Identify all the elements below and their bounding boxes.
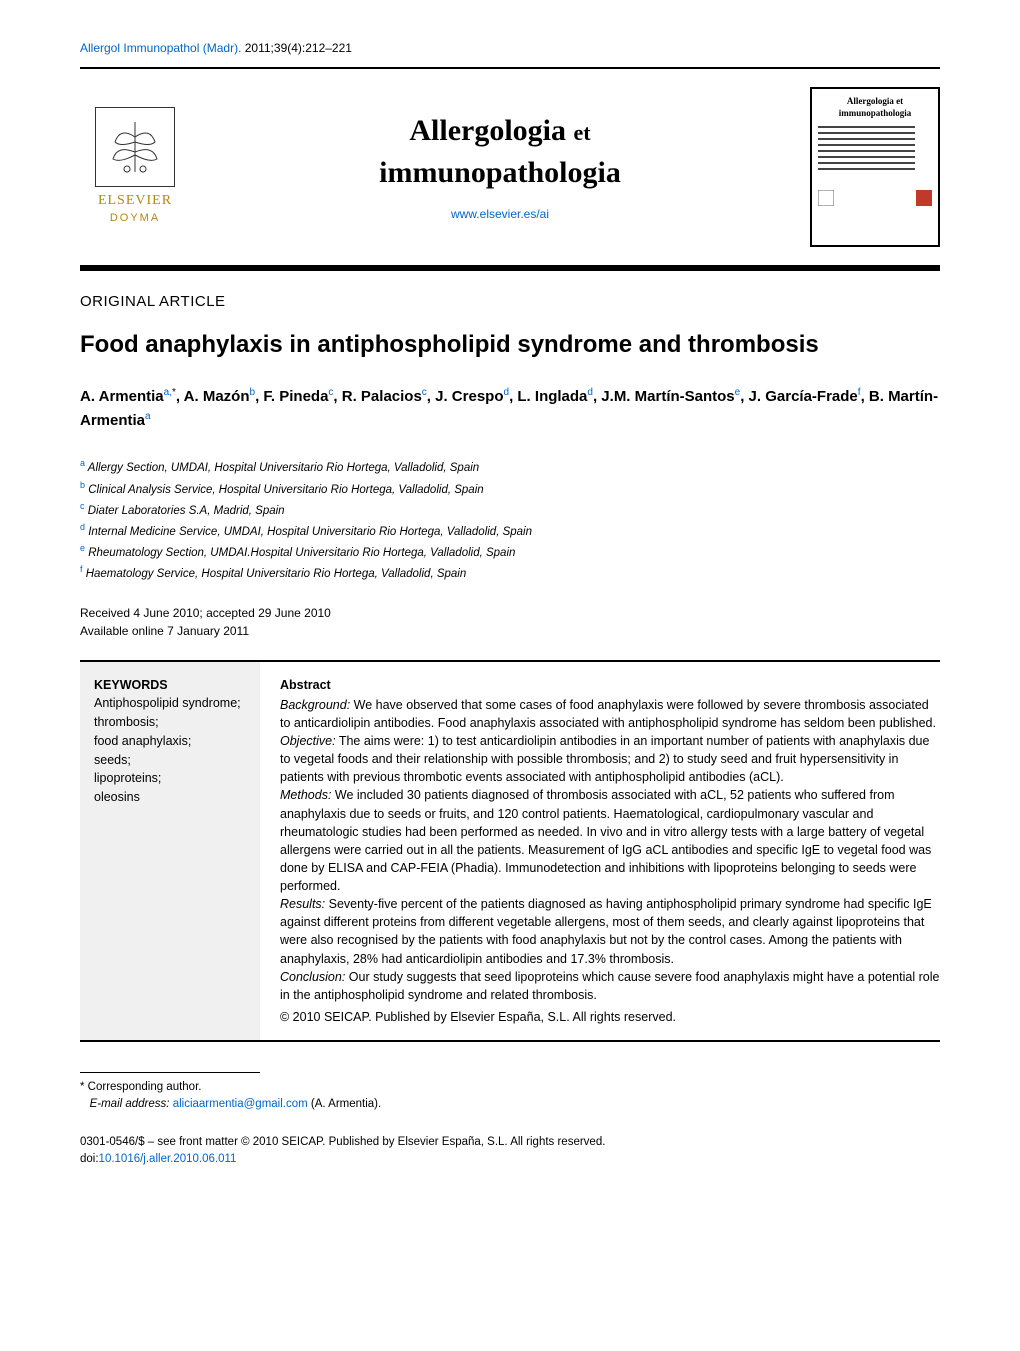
- abstract-copyright: © 2010 SEICAP. Published by Elsevier Esp…: [280, 1008, 940, 1026]
- methods-label: Methods:: [280, 788, 331, 802]
- affiliations-list: a Allergy Section, UMDAI, Hospital Unive…: [80, 456, 940, 583]
- journal-cover-thumb: Allergologia et immunopathologia: [810, 87, 940, 247]
- journal-title-line1: Allergologia et: [190, 110, 810, 152]
- article-title: Food anaphylaxis in antiphospholipid syn…: [80, 328, 940, 362]
- affiliation-line: b Clinical Analysis Service, Hospital Un…: [80, 478, 940, 499]
- abstract-column: Abstract Background: We have observed th…: [260, 662, 940, 1040]
- affiliation-line: a Allergy Section, UMDAI, Hospital Unive…: [80, 456, 940, 477]
- citation-journal[interactable]: Allergol Immunopathol (Madr).: [80, 41, 241, 55]
- journal-word-1: Allergologia: [409, 114, 566, 147]
- citation-line: Allergol Immunopathol (Madr). 2011;39(4)…: [80, 40, 940, 57]
- conclusion-label: Conclusion:: [280, 970, 345, 984]
- corresponding-author: * Corresponding author. E-mail address: …: [80, 1079, 940, 1114]
- available-online: Available online 7 January 2011: [80, 622, 940, 640]
- authors-list: A. Armentiaa,*, A. Mazónb, F. Pinedac, R…: [80, 385, 940, 432]
- methods-text: We included 30 patients diagnosed of thr…: [280, 788, 931, 893]
- article-dates: Received 4 June 2010; accepted 29 June 2…: [80, 604, 940, 640]
- publisher-name-top: ELSEVIER: [98, 191, 172, 211]
- affiliation-line: d Internal Medicine Service, UMDAI, Hosp…: [80, 520, 940, 541]
- cover-footer: [818, 190, 932, 206]
- abstract-box: KEYWORDS Antiphospolipid syndrome;thromb…: [80, 660, 940, 1042]
- keywords-column: KEYWORDS Antiphospolipid syndrome;thromb…: [80, 662, 260, 1040]
- abstract-background: Background: We have observed that some c…: [280, 696, 940, 732]
- journal-word-et: et: [574, 120, 591, 145]
- email-label: E-mail address:: [90, 1098, 170, 1110]
- journal-title-block: Allergologia et immunopathologia www.els…: [190, 110, 810, 223]
- top-rule: [80, 67, 940, 69]
- cover-title-2: immunopathologia: [839, 108, 912, 118]
- publisher-name-bottom: DOYMA: [110, 211, 160, 226]
- issn-line: 0301-0546/$ – see front matter © 2010 SE…: [80, 1134, 940, 1151]
- article-type: ORIGINAL ARTICLE: [80, 291, 940, 312]
- affiliation-line: f Haematology Service, Hospital Universi…: [80, 562, 940, 583]
- journal-header: ELSEVIER DOYMA Allergologia et immunopat…: [80, 77, 940, 257]
- abstract-heading: Abstract: [280, 676, 940, 694]
- background-label: Background:: [280, 698, 350, 712]
- doi-line: doi:10.1016/j.aller.2010.06.011: [80, 1151, 940, 1168]
- doi-label: doi:: [80, 1153, 99, 1165]
- corresponding-email[interactable]: aliciaarmentia@gmail.com: [173, 1098, 308, 1110]
- doi-link[interactable]: 10.1016/j.aller.2010.06.011: [99, 1153, 237, 1165]
- elsevier-tree-icon: [95, 107, 175, 187]
- citation-pages: :212–221: [302, 41, 352, 55]
- thick-rule: [80, 265, 940, 271]
- cover-badge-icon: [916, 190, 932, 206]
- publisher-logo: ELSEVIER DOYMA: [80, 102, 190, 232]
- footer-rule: [80, 1072, 260, 1073]
- corresponding-label: * Corresponding author.: [80, 1079, 940, 1096]
- abstract-conclusion: Conclusion: Our study suggests that seed…: [280, 968, 940, 1004]
- cover-title-et: et: [896, 96, 903, 106]
- corresponding-email-line: E-mail address: aliciaarmentia@gmail.com…: [80, 1096, 940, 1113]
- abstract-objective: Objective: The aims were: 1) to test ant…: [280, 732, 940, 786]
- affiliation-line: e Rheumatology Section, UMDAI.Hospital U…: [80, 541, 940, 562]
- cover-lines-decor: [818, 126, 932, 170]
- journal-title-line2: immunopathologia: [190, 152, 810, 194]
- corresponding-email-paren: (A. Armentia).: [308, 1098, 382, 1110]
- abstract-methods: Methods: We included 30 patients diagnos…: [280, 786, 940, 895]
- received-accepted: Received 4 June 2010; accepted 29 June 2…: [80, 604, 940, 622]
- journal-url[interactable]: www.elsevier.es/ai: [190, 206, 810, 223]
- results-label: Results:: [280, 897, 325, 911]
- background-text: We have observed that some cases of food…: [280, 698, 936, 730]
- keywords-heading: KEYWORDS: [94, 676, 246, 695]
- keywords-items: Antiphospolipid syndrome;thrombosis;food…: [94, 694, 246, 807]
- affiliation-line: c Diater Laboratories S.A, Madrid, Spain: [80, 499, 940, 520]
- citation-yearvol: 2011;39(4): [245, 41, 302, 55]
- cover-tree-mini-icon: [818, 190, 834, 206]
- results-text: Seventy-five percent of the patients dia…: [280, 897, 932, 965]
- cover-title: Allergologia et immunopathologia: [818, 95, 932, 120]
- footer-meta: 0301-0546/$ – see front matter © 2010 SE…: [80, 1134, 940, 1169]
- objective-label: Objective:: [280, 734, 336, 748]
- conclusion-text: Our study suggests that seed lipoprotein…: [280, 970, 939, 1002]
- abstract-results: Results: Seventy-five percent of the pat…: [280, 895, 940, 968]
- cover-title-1: Allergologia: [847, 96, 894, 106]
- objective-text: The aims were: 1) to test anticardiolipi…: [280, 734, 929, 784]
